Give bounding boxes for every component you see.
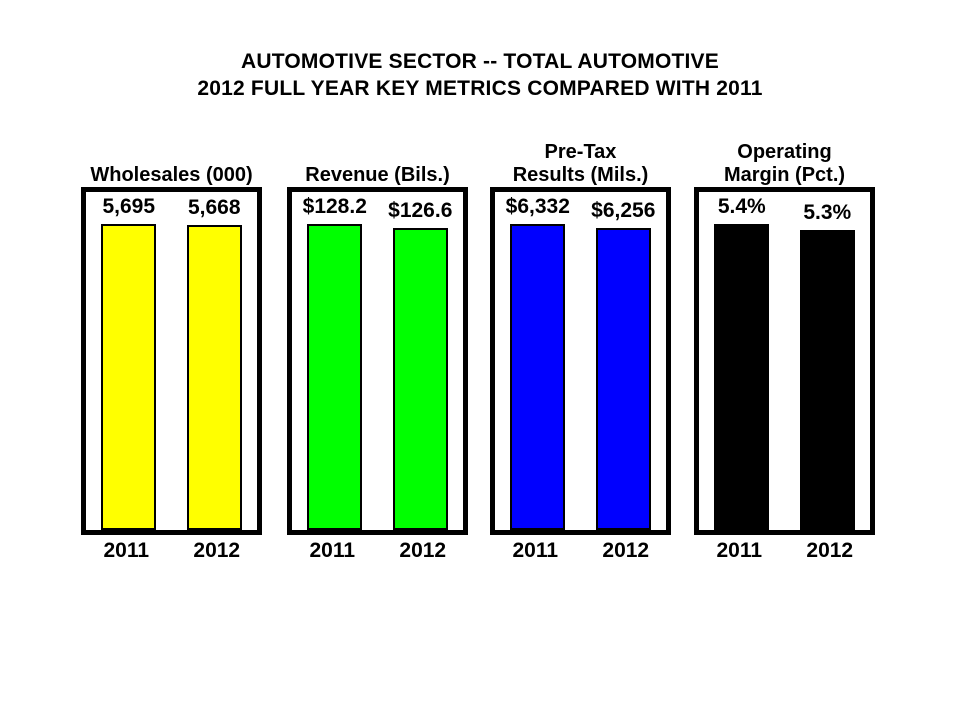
x-axis-labels: 2011 2012 <box>490 539 671 563</box>
year-label-2012: 2012 <box>602 539 650 562</box>
panel-title-line2: Margin (Pct.) <box>723 164 846 186</box>
year-label-2011: 2011 <box>512 539 559 562</box>
year-label-2011: 2011 <box>103 539 150 562</box>
plot-area-wholesales: 5,695 5,668 <box>81 187 262 535</box>
year-label-2011: 2011 <box>309 539 356 562</box>
year-label-2012: 2012 <box>399 539 447 562</box>
bar-value-label: $126.6 <box>388 199 453 222</box>
bar-2012-margin <box>799 230 855 530</box>
panel-title-line2: Wholesales (000) <box>90 164 253 186</box>
plot-area-pretax-results: $6,332 $6,256 <box>490 187 671 535</box>
bar-value-label: $6,256 <box>591 199 656 222</box>
bar-group-2012: 5.3% <box>799 201 855 530</box>
metric-panel-pretax-results: Pre-Tax Results (Mils.) $6,332 $6,256 20… <box>490 140 671 563</box>
bar-2011-revenue <box>307 224 363 530</box>
bar-2012-pretax <box>595 228 651 530</box>
year-label-2012: 2012 <box>193 539 241 562</box>
panel-title-line2: Results (Mils.) <box>512 164 649 186</box>
panel-title-wholesales: Wholesales (000) <box>81 140 262 187</box>
bar-value-label: $128.2 <box>302 195 367 218</box>
chart-title-block: AUTOMOTIVE SECTOR -- TOTAL AUTOMOTIVE 20… <box>0 48 960 102</box>
bar-value-label: $6,332 <box>505 195 570 218</box>
bar-group-2011: $6,332 <box>506 195 570 530</box>
bar-group-2011: $128.2 <box>303 195 367 530</box>
panel-title-line1: Pre-Tax <box>544 141 617 163</box>
chart-title-line2: 2012 FULL YEAR KEY METRICS COMPARED WITH… <box>197 77 763 100</box>
bar-value-label: 5.4% <box>717 195 766 218</box>
panel-title-pretax-results: Pre-Tax Results (Mils.) <box>490 140 671 187</box>
bar-value-label: 5.3% <box>803 201 852 224</box>
year-label-2011: 2011 <box>716 539 763 562</box>
panel-title-operating-margin: Operating Margin (Pct.) <box>694 140 875 187</box>
x-axis-labels: 2011 2012 <box>81 539 262 563</box>
metric-panel-operating-margin: Operating Margin (Pct.) 5.4% 5.3% 2011 2… <box>694 140 875 563</box>
year-label-2012: 2012 <box>806 539 854 562</box>
bar-value-label: 5,668 <box>187 196 241 219</box>
bar-group-2012: $6,256 <box>591 199 655 530</box>
bar-group-2011: 5.4% <box>714 195 770 530</box>
panel-title-revenue: Revenue (Bils.) <box>287 140 468 187</box>
bar-2012-wholesales <box>186 225 242 530</box>
bar-group-2012: 5,668 <box>186 196 242 530</box>
chart-title-line1: AUTOMOTIVE SECTOR -- TOTAL AUTOMOTIVE <box>241 50 719 73</box>
bar-2011-pretax <box>510 224 566 530</box>
plot-area-operating-margin: 5.4% 5.3% <box>694 187 875 535</box>
bar-2011-wholesales <box>101 224 157 530</box>
bar-group-2012: $126.6 <box>388 199 452 530</box>
metric-panel-wholesales: Wholesales (000) 5,695 5,668 2011 2012 <box>81 140 262 563</box>
x-axis-labels: 2011 2012 <box>287 539 468 563</box>
bar-value-label: 5,695 <box>102 195 156 218</box>
x-axis-labels: 2011 2012 <box>694 539 875 563</box>
bar-2012-revenue <box>392 228 448 530</box>
metric-panel-revenue: Revenue (Bils.) $128.2 $126.6 2011 2012 <box>287 140 468 563</box>
panel-title-line2: Revenue (Bils.) <box>305 164 450 186</box>
panel-title-line1: Operating <box>737 141 832 163</box>
bar-2011-margin <box>714 224 770 530</box>
plot-area-revenue: $128.2 $126.6 <box>287 187 468 535</box>
bar-group-2011: 5,695 <box>101 195 157 530</box>
